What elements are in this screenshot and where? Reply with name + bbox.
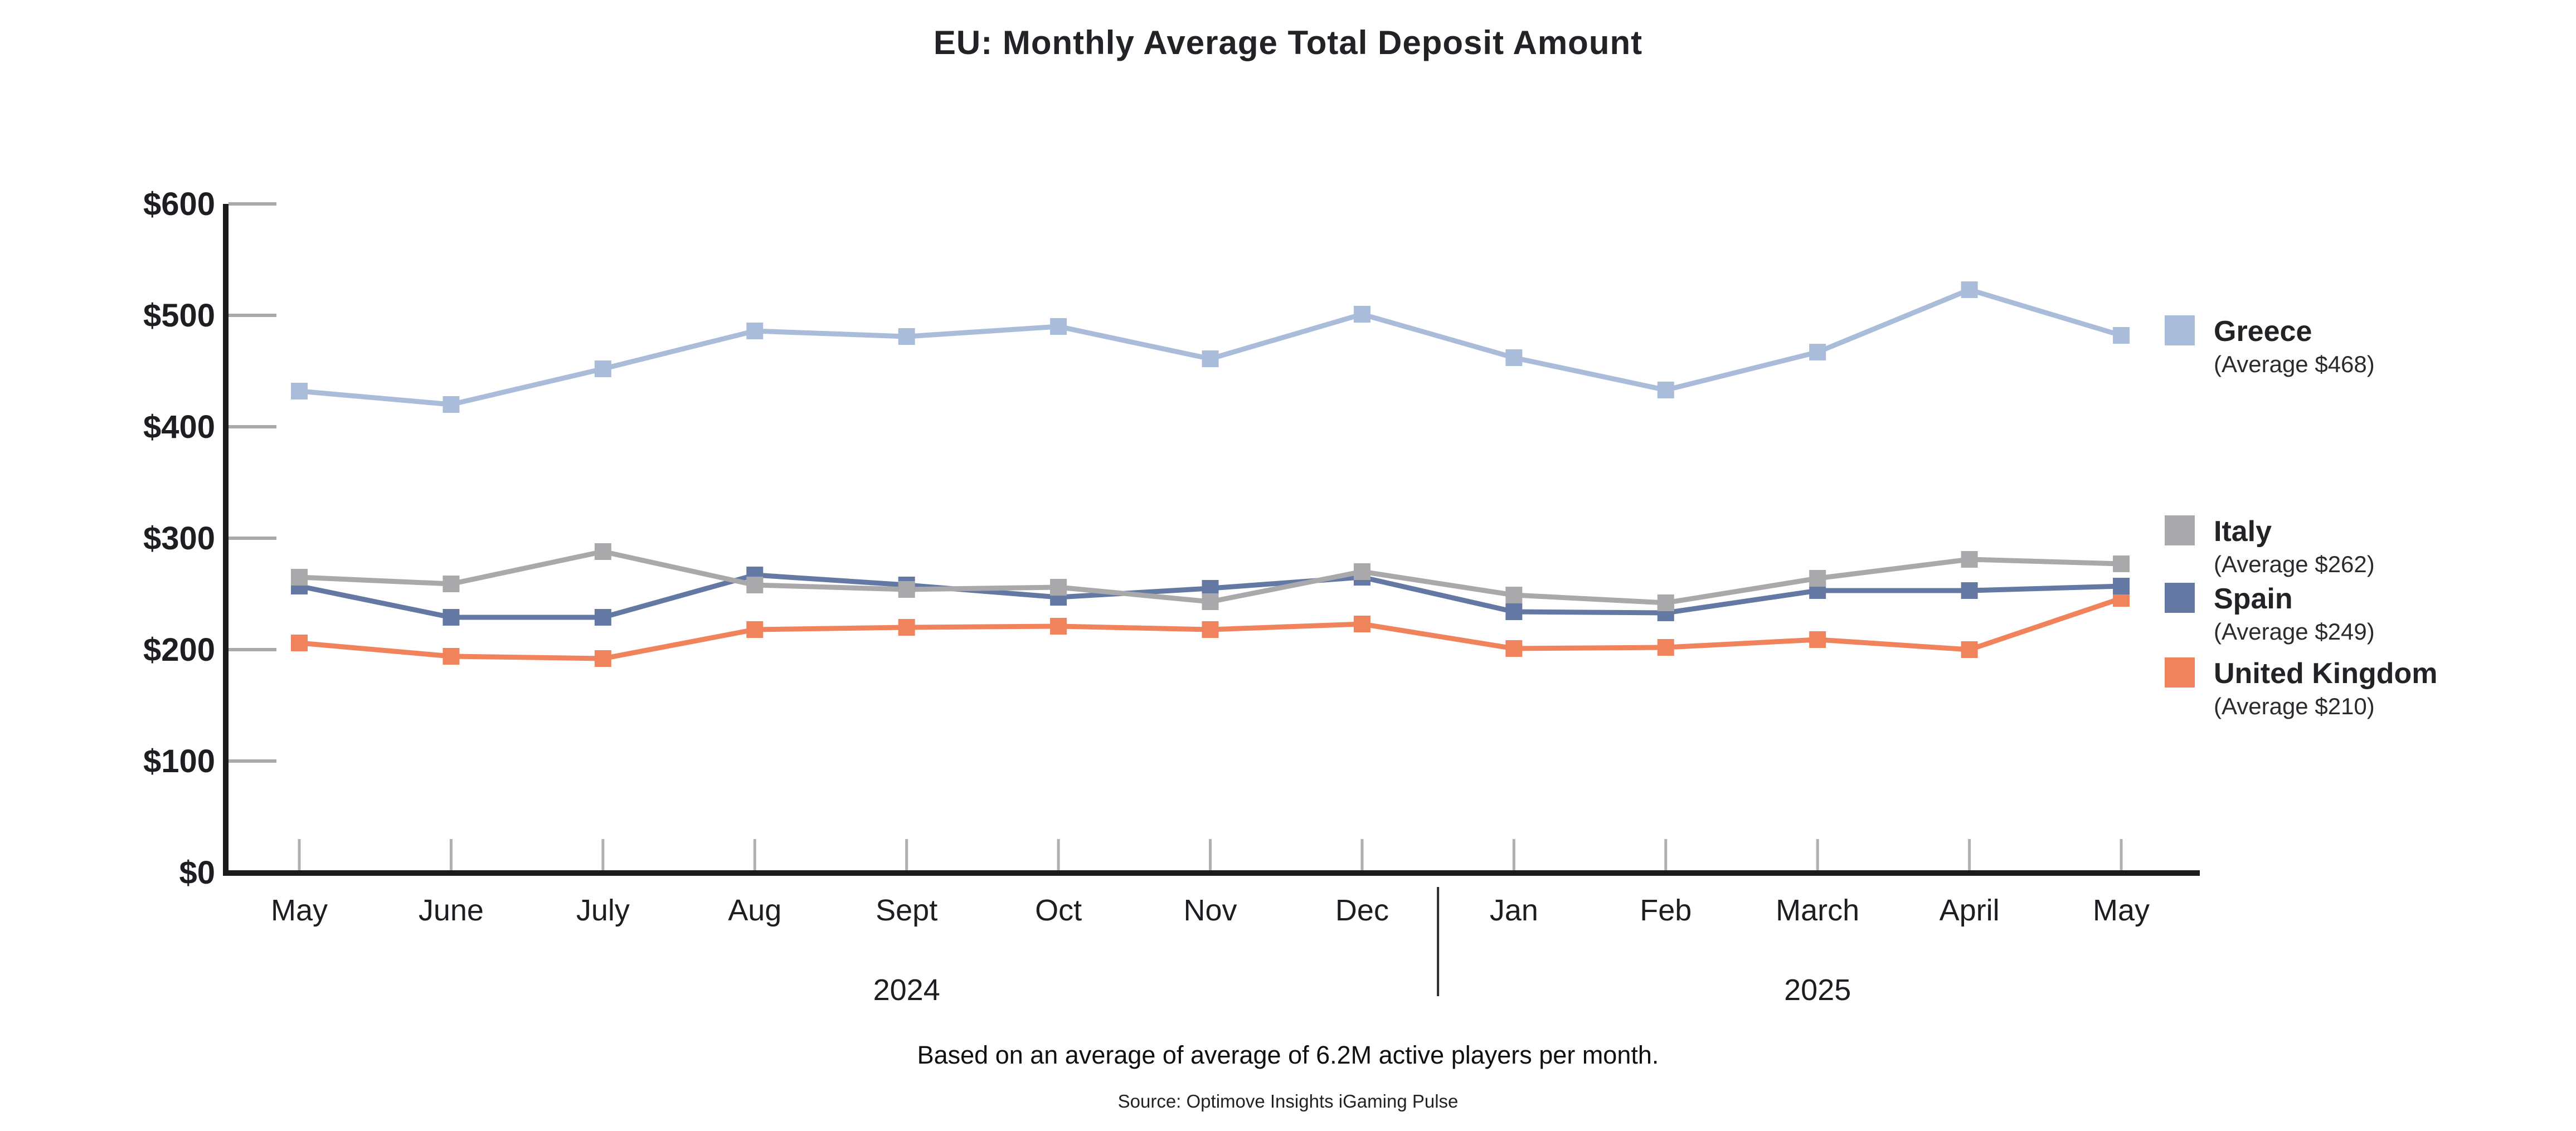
x-axis-month-label: July (576, 894, 630, 927)
data-point-marker-greece (443, 396, 460, 413)
data-point-marker-italy (1353, 563, 1370, 580)
chart-title: EU: Monthly Average Total Deposit Amount (933, 24, 1643, 61)
data-point-marker-united-kingdom (746, 621, 764, 638)
series-line-greece (299, 287, 2122, 407)
data-point-marker-italy (1809, 570, 1826, 587)
data-point-marker-spain (594, 609, 611, 626)
y-axis-label: $600 (143, 186, 215, 222)
x-axis-year-label: 2025 (1784, 973, 1851, 1007)
x-axis-month-label: April (1940, 894, 2000, 927)
y-axis-label: $300 (143, 520, 215, 557)
x-axis-month-label: June (419, 894, 484, 927)
data-point-marker-united-kingdom (1961, 641, 1978, 658)
data-point-marker-italy (1050, 579, 1067, 596)
data-point-marker-united-kingdom (898, 619, 915, 636)
data-point-marker-greece (1353, 306, 1370, 323)
data-point-marker-united-kingdom (1202, 621, 1219, 638)
y-axis-label: $100 (143, 743, 215, 779)
footer-source: Source: Optimove Insights iGaming Pulse (1117, 1091, 1459, 1112)
x-axis-month-label: Jan (1490, 894, 1538, 927)
y-axis-label: $400 (143, 409, 215, 445)
data-point-marker-spain (2113, 578, 2130, 594)
data-point-marker-greece (291, 383, 308, 399)
data-point-marker-united-kingdom (291, 635, 308, 651)
data-point-marker-greece (1505, 349, 1523, 366)
x-axis-month-label: May (2093, 894, 2150, 927)
data-point-marker-greece (1809, 344, 1826, 360)
data-point-marker-italy (746, 577, 764, 593)
data-point-marker-italy (898, 581, 915, 598)
x-axis-month-label: Dec (1335, 894, 1389, 927)
data-point-marker-greece (594, 360, 611, 377)
data-point-marker-italy (443, 576, 460, 592)
x-axis-month-label: May (271, 894, 328, 927)
data-point-marker-spain (443, 609, 460, 626)
footer-note: Based on an average of average of 6.2M a… (917, 1041, 1659, 1069)
data-point-marker-italy (291, 569, 308, 586)
data-point-marker-united-kingdom (1657, 639, 1674, 656)
data-point-marker-greece (1050, 318, 1067, 335)
data-point-marker-greece (746, 323, 764, 339)
data-point-marker-greece (1961, 281, 1978, 298)
y-axis-label: $0 (179, 855, 215, 891)
data-point-marker-greece (2113, 327, 2130, 344)
data-point-marker-italy (1961, 551, 1978, 568)
x-axis-month-label: Feb (1640, 894, 1692, 927)
data-point-marker-spain (1961, 582, 1978, 599)
x-axis-year-label: 2024 (873, 973, 940, 1007)
x-axis-month-label: Sept (876, 894, 937, 927)
data-point-marker-united-kingdom (594, 650, 611, 667)
data-point-marker-greece (1202, 350, 1219, 367)
data-point-marker-spain (1505, 603, 1523, 620)
data-point-marker-italy (2113, 555, 2130, 572)
x-axis-month-label: Nov (1184, 894, 1237, 927)
x-axis-month-label: Oct (1035, 894, 1082, 927)
data-point-marker-greece (898, 328, 915, 345)
data-point-marker-italy (1202, 593, 1219, 610)
x-axis-month-label: Aug (728, 894, 781, 927)
data-point-marker-italy (594, 543, 611, 560)
data-point-marker-united-kingdom (1505, 640, 1523, 657)
data-point-marker-italy (1505, 587, 1523, 603)
data-point-marker-united-kingdom (1809, 631, 1826, 648)
data-point-marker-united-kingdom (1050, 618, 1067, 635)
data-point-marker-united-kingdom (1353, 616, 1370, 632)
y-axis-label: $200 (143, 632, 215, 668)
x-axis-month-label: March (1776, 894, 1859, 927)
data-point-marker-greece (1657, 382, 1674, 398)
data-point-marker-united-kingdom (443, 648, 460, 665)
y-axis-label: $500 (143, 298, 215, 334)
data-point-marker-italy (1657, 594, 1674, 611)
